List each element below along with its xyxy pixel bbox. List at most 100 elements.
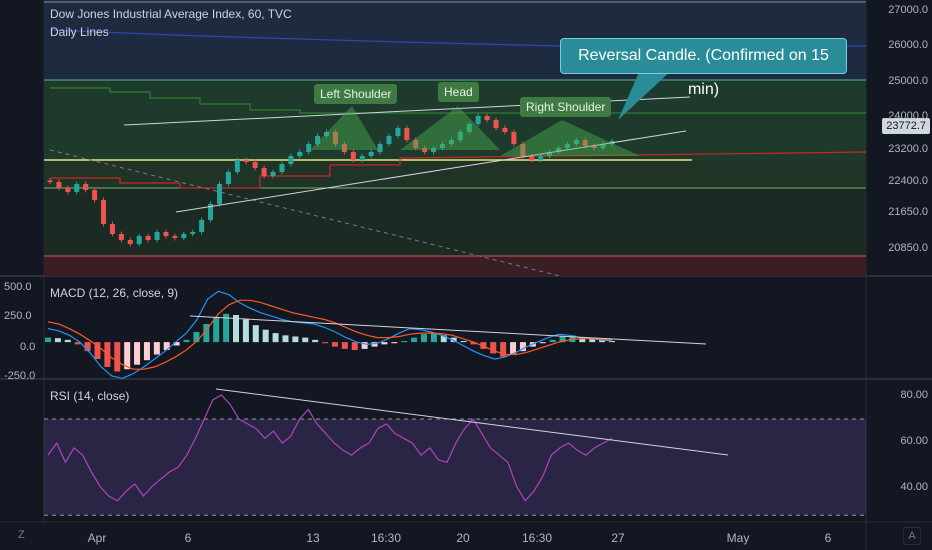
right-shoulder-label: Right Shoulder	[520, 97, 612, 117]
candle-body	[547, 152, 553, 156]
macd-histogram-bar	[421, 334, 427, 343]
candle-body	[270, 172, 276, 176]
candle-body	[154, 232, 160, 240]
support-trend-line	[175, 130, 687, 213]
macd-histogram-bar	[213, 317, 220, 343]
candle-body	[83, 184, 89, 190]
candle-body	[324, 132, 330, 136]
macd-pane-label: MACD (12, 26, close, 9)	[50, 286, 179, 300]
macd-histogram-bar	[371, 342, 378, 347]
macd-y-tick: 500.0	[4, 281, 32, 293]
right-shoulder-shape	[500, 120, 640, 156]
candle-body	[395, 128, 401, 136]
candle-body	[538, 156, 544, 160]
macd-histogram-bar	[203, 324, 210, 343]
macd-histogram-bar	[153, 342, 160, 355]
macd-histogram-bar	[163, 342, 170, 351]
candle-body	[529, 156, 535, 160]
macd-histogram-bar	[143, 342, 150, 361]
x-tick: 27	[611, 531, 625, 545]
candle-body	[475, 116, 481, 124]
rsi-y-tick: 60.00	[900, 435, 928, 447]
macd-histogram-bar	[391, 342, 398, 344]
candle-body	[163, 232, 169, 236]
macd-histogram-bar	[54, 338, 61, 343]
signal-line	[47, 299, 613, 370]
candle-body	[109, 224, 115, 234]
macd-histogram-bar	[440, 335, 447, 343]
candle-body	[600, 144, 606, 148]
macd-histogram-bar	[401, 340, 408, 343]
candle-body	[208, 204, 214, 220]
macd-y-tick: -250.0	[4, 370, 36, 382]
candle-body	[582, 140, 588, 146]
macd-histogram-bar	[312, 339, 319, 343]
macd-histogram-bar	[94, 342, 101, 360]
x-tick: 20	[456, 531, 470, 545]
macd-histogram-bar	[84, 342, 91, 352]
macd-histogram-bar	[411, 337, 418, 343]
candle-body	[404, 128, 410, 140]
head-shape	[400, 106, 500, 150]
x-tick: 16:30	[370, 531, 402, 545]
macd-histogram-bar	[74, 342, 81, 345]
y-tick: 20850.0	[888, 242, 928, 254]
macd-y-tick: 250.0	[4, 310, 32, 322]
macd-histogram-bar	[252, 325, 259, 343]
candle-body	[573, 140, 579, 144]
candle-body	[520, 144, 526, 156]
macd-histogram-bar	[124, 342, 131, 370]
daily-line-red	[50, 151, 867, 189]
y-tick: 22400.0	[888, 175, 928, 187]
callout-pointer	[618, 70, 672, 120]
macd-histogram-bar	[322, 342, 329, 344]
candle-body	[350, 152, 356, 160]
macd-histogram-bar	[341, 342, 348, 349]
zone-base	[44, 188, 866, 256]
macd-histogram-bar	[579, 337, 586, 343]
macd-y-tick: 0.0	[20, 341, 36, 353]
candle-body	[493, 120, 499, 128]
candle-body	[65, 188, 71, 192]
candle-body	[288, 156, 294, 164]
candle-body	[341, 144, 347, 152]
candle-body	[591, 146, 597, 148]
macd-histogram-bar	[262, 329, 269, 343]
macd-histogram-bar	[470, 342, 477, 345]
y-tick: 25000.0	[888, 75, 928, 87]
candle-body	[252, 162, 258, 168]
macd-histogram-bar	[282, 335, 289, 343]
rsi-y-tick: 80.00	[900, 389, 928, 401]
candle-body	[332, 132, 338, 144]
left-shoulder-shape	[310, 106, 378, 150]
candle-body	[225, 172, 231, 184]
rsi-line	[47, 394, 613, 502]
candle-body	[261, 168, 267, 176]
macd-histogram-bar	[351, 342, 358, 351]
macd-histogram-bar	[292, 336, 299, 343]
candle-body	[243, 160, 249, 162]
head-label: Head	[438, 82, 479, 102]
rsi-band	[44, 419, 866, 516]
macd-histogram-bar	[510, 342, 517, 355]
zone-low	[44, 160, 866, 188]
x-tick: 6	[824, 531, 832, 545]
macd-histogram-bar	[480, 342, 487, 349]
macd-histogram-bar	[173, 342, 180, 346]
chart-title: Dow Jones Industrial Average Index, 60, …	[50, 7, 292, 21]
candle-body	[431, 148, 437, 152]
timezone-button[interactable]: Z	[18, 529, 25, 541]
auto-scale-button[interactable]: A	[903, 527, 921, 545]
indicator-label: Daily Lines	[50, 25, 109, 39]
y-tick: 23200.0	[888, 143, 928, 155]
macd-histogram-bar	[302, 337, 309, 343]
candle-body	[199, 220, 205, 232]
candle-body	[118, 234, 124, 240]
reversal-callout: Reversal Candle. (Confirmed on 15 min)	[560, 38, 847, 98]
rsi-y-tick: 40.00	[900, 481, 928, 493]
macd-histogram-bar	[193, 331, 200, 343]
candle-body	[101, 200, 107, 224]
macd-histogram-bar	[45, 337, 51, 343]
candle-body	[448, 140, 454, 144]
